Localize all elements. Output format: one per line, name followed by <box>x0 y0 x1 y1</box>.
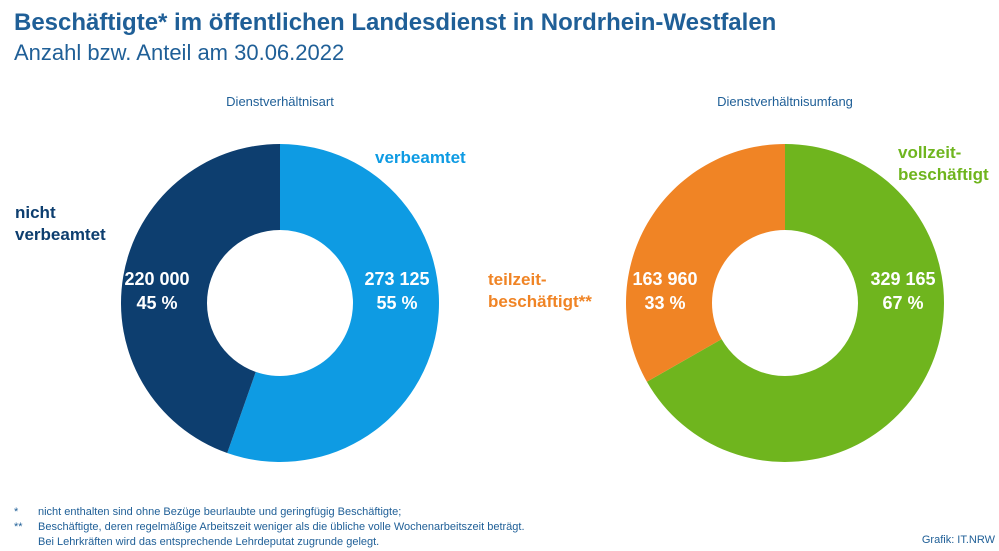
footnote-text: nicht enthalten sind ohne Bezüge beurlau… <box>38 506 402 518</box>
slice-value-label: 329 165 <box>870 269 935 289</box>
footnote-text: Beschäftigte, deren regelmäßige Arbeitsz… <box>38 521 525 533</box>
slice-category-label: beschäftigt** <box>488 292 592 311</box>
chart-title: Dienstverhältnisart <box>226 94 334 109</box>
donut-chart-2: Dienstverhältnisumfang 329 165 67 % vollzei… <box>488 94 989 462</box>
chart-title: Dienstverhältnisumfang <box>717 94 853 109</box>
page-title: Beschäftigte* im öffentlichen Landesdien… <box>14 9 777 36</box>
footnote-mark: ** <box>14 521 23 533</box>
slice-percent-label: 67 % <box>882 293 923 313</box>
page-subtitle: Anzahl bzw. Anteil am 30.06.2022 <box>14 40 345 65</box>
slice-percent-label: 33 % <box>644 293 685 313</box>
slice-value-label: 220 000 <box>124 269 189 289</box>
footnote-line: ** Beschäftigte, deren regelmäßige Arbeit… <box>14 520 525 535</box>
slice-category-label: vollzeit- <box>898 143 961 162</box>
slice-category-label: nicht <box>15 203 56 222</box>
donut-chart-1: Dienstverhältnisart 273 125 55 % verbeamtet… <box>15 94 466 462</box>
slice-category-label: verbeamtet <box>375 148 466 167</box>
footnote-mark: * <box>14 506 19 518</box>
donut-slice <box>625 144 785 382</box>
slice-category-label: beschäftigt <box>898 165 989 184</box>
slice-value-label: 273 125 <box>364 269 429 289</box>
slice-percent-label: 45 % <box>136 293 177 313</box>
slice-value-label: 163 960 <box>632 269 697 289</box>
donut-slice <box>121 144 280 453</box>
footnote-text: Bei Lehrkräften wird das entsprechende L… <box>38 536 380 548</box>
slice-category-label: verbeamtet <box>15 225 106 244</box>
donut-slice <box>227 144 440 462</box>
donut-slice <box>646 144 944 462</box>
footnote-line: Bei Lehrkräften wird das entsprechende L… <box>14 535 525 550</box>
slice-category-label: teilzeit- <box>488 270 547 289</box>
footnote-mark <box>14 535 38 550</box>
slice-percent-label: 55 % <box>376 293 417 313</box>
footnotes: * nicht enthalten sind ohne Bezüge beurla… <box>14 505 525 550</box>
source-credit: Grafik: IT.NRW <box>921 534 995 546</box>
footnote-line: * nicht enthalten sind ohne Bezüge beurla… <box>14 505 525 520</box>
